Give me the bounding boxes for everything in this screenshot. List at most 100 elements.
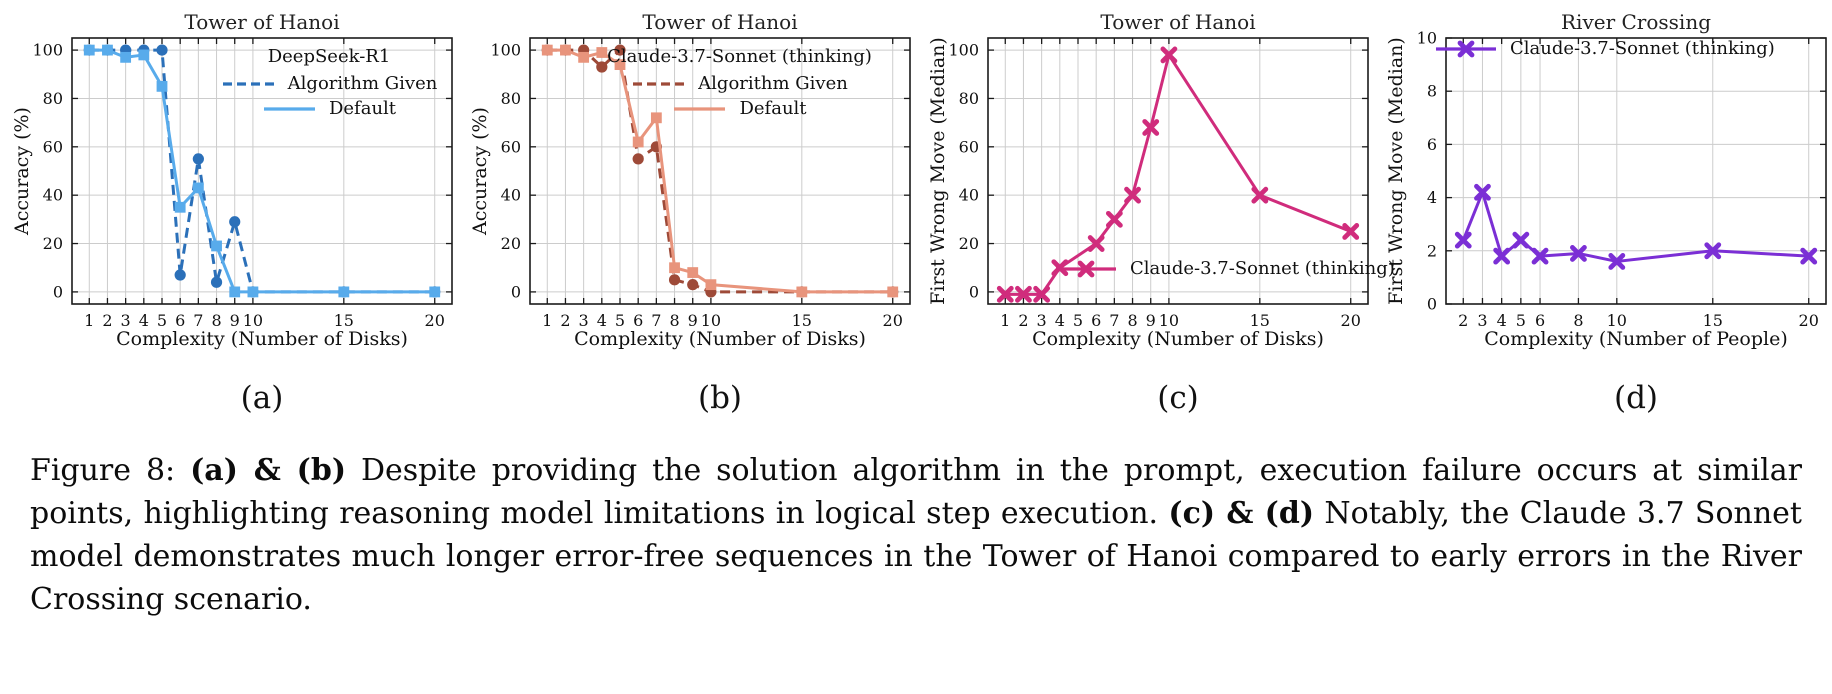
svg-text:1: 1 — [84, 311, 94, 330]
legend-line-sample-x-marker — [1056, 260, 1116, 277]
svg-text:20: 20 — [1341, 311, 1361, 330]
legend-entry: Algorithm Given — [631, 73, 848, 94]
x-axis-label: Complexity (Number of Disks) — [116, 328, 408, 350]
subplot-label-d: (d) — [1613, 380, 1659, 416]
svg-text:15: 15 — [1703, 311, 1723, 330]
svg-text:4: 4 — [1427, 188, 1437, 207]
caption-figure-number: Figure 8: — [30, 453, 191, 488]
svg-text:20: 20 — [43, 234, 63, 253]
svg-text:2: 2 — [1018, 311, 1028, 330]
svg-text:8: 8 — [669, 311, 679, 330]
legend-title: DeepSeek-R1 — [267, 46, 391, 67]
svg-text:1: 1 — [542, 311, 552, 330]
svg-text:7: 7 — [651, 311, 661, 330]
svg-text:4: 4 — [1497, 311, 1507, 330]
svg-text:10: 10 — [1417, 29, 1437, 48]
svg-text:8: 8 — [1573, 311, 1583, 330]
svg-text:4: 4 — [597, 311, 607, 330]
svg-text:6: 6 — [1427, 135, 1437, 154]
svg-text:20: 20 — [1799, 311, 1819, 330]
svg-text:10: 10 — [243, 311, 263, 330]
legend-entry: Algorithm Given — [221, 73, 438, 94]
svg-text:9: 9 — [688, 311, 698, 330]
chart-title: Tower of Hanoi — [642, 10, 798, 34]
plot-area-tower-of-hanoi-deepseek: 1 2 3 4 5 6 7 8 9 10 15 20 0 20 40 60 80 100 — [32, 37, 453, 330]
caption-text-2: Notably, the Claude 3.7 Sonnet model dem… — [30, 495, 1802, 617]
svg-text:20: 20 — [959, 234, 979, 253]
chart-title: River Crossing — [1560, 10, 1712, 34]
svg-text:2: 2 — [1458, 311, 1468, 330]
figure-caption: Figure 8: (a) & (b) Despite providing th… — [30, 450, 1802, 622]
svg-text:100: 100 — [490, 41, 521, 60]
svg-text:0: 0 — [1427, 295, 1437, 314]
legend-line-sample-solid — [263, 106, 315, 111]
figure-charts-row: 1 2 3 4 5 6 7 8 9 10 15 20 0 20 40 60 80 100 Tower of Han… — [0, 6, 1827, 364]
y-axis-label: First Wrong Move (Median) — [927, 37, 949, 305]
subplot-label-c: (c) — [1157, 380, 1199, 416]
subplot-labels-row: (a) (b) (c) (d) — [0, 380, 1832, 416]
svg-text:3: 3 — [1477, 311, 1487, 330]
svg-text:8: 8 — [1127, 311, 1137, 330]
svg-text:80: 80 — [43, 89, 63, 108]
chart-panel-c: 1 2 3 4 5 6 7 8 9 10 15 20 0 20 40 60 80 100 Tower of Han… — [916, 6, 1395, 364]
plot-area-first-wrong-move-hanoi: 1 2 3 4 5 6 7 8 9 10 15 20 0 20 40 60 80 100 — [948, 37, 1369, 330]
svg-text:6: 6 — [175, 311, 185, 330]
svg-text:15: 15 — [334, 311, 354, 330]
legend-entry-label: Algorithm Given — [287, 73, 438, 94]
svg-text:10: 10 — [1607, 311, 1627, 330]
legend-entry: Claude-3.7-Sonnet (thinking) — [1434, 38, 1775, 59]
svg-text:15: 15 — [1250, 311, 1270, 330]
chart-panel-a: 1 2 3 4 5 6 7 8 9 10 15 20 0 20 40 60 80 100 Tower of Han… — [0, 6, 458, 364]
svg-text:40: 40 — [501, 186, 521, 205]
svg-text:100: 100 — [32, 41, 63, 60]
svg-text:20: 20 — [501, 234, 521, 253]
legend-line-sample-solid — [674, 106, 726, 111]
x-axis-label: Complexity (Number of People) — [1484, 328, 1788, 350]
y-axis-label: First Wrong Move (Median) — [1385, 37, 1407, 305]
svg-text:1: 1 — [1000, 311, 1010, 330]
legend-entry: Default — [262, 98, 396, 119]
chart-title: Tower of Hanoi — [1100, 10, 1256, 34]
svg-text:10: 10 — [701, 311, 721, 330]
svg-text:20: 20 — [425, 311, 445, 330]
svg-text:4: 4 — [1055, 311, 1065, 330]
svg-text:20: 20 — [883, 311, 903, 330]
chart-title: Tower of Hanoi — [184, 10, 340, 34]
svg-text:5: 5 — [1516, 311, 1526, 330]
svg-text:7: 7 — [193, 311, 203, 330]
legend-title: Claude-3.7-Sonnet (thinking) — [607, 46, 872, 67]
svg-text:6: 6 — [1535, 311, 1545, 330]
y-axis-label: Accuracy (%) — [469, 107, 491, 235]
legend-line-sample-x-marker — [1436, 40, 1496, 57]
svg-text:10: 10 — [1159, 311, 1179, 330]
svg-text:100: 100 — [948, 41, 979, 60]
svg-text:2: 2 — [560, 311, 570, 330]
svg-text:4: 4 — [139, 311, 149, 330]
legend-entry-label: Algorithm Given — [698, 73, 848, 94]
chart-panel-b: 1 2 3 4 5 6 7 8 9 10 15 20 0 20 40 60 80 100 Tower of Han… — [458, 6, 916, 364]
legend-entry-label: Default — [328, 98, 397, 119]
caption-bold-ab: (a) & (b) — [190, 453, 347, 488]
legend-entry-label: Claude-3.7-Sonnet (thinking) — [1510, 38, 1775, 59]
svg-text:60: 60 — [501, 137, 521, 156]
caption-text-1: Despite providing the solution algorithm… — [30, 453, 1802, 531]
y-axis-label: Accuracy (%) — [11, 107, 33, 235]
svg-text:2: 2 — [1427, 241, 1437, 260]
plot-area-tower-of-hanoi-claude: 1 2 3 4 5 6 7 8 9 10 15 20 0 20 40 60 80 100 — [490, 37, 911, 330]
svg-text:3: 3 — [579, 311, 589, 330]
caption-bold-cd: (c) & (d) — [1168, 495, 1315, 531]
svg-text:3: 3 — [1037, 311, 1047, 330]
legend: Claude-3.7-Sonnet (thinking) Algorithm G… — [567, 46, 912, 119]
svg-text:8: 8 — [1427, 82, 1437, 101]
svg-text:80: 80 — [501, 89, 521, 108]
subplot-label-a: (a) — [240, 380, 284, 416]
svg-text:9: 9 — [230, 311, 240, 330]
svg-text:7: 7 — [1109, 311, 1119, 330]
x-axis-label: Complexity (Number of Disks) — [574, 328, 866, 350]
legend-line-sample-dashed — [633, 81, 685, 86]
svg-text:9: 9 — [1146, 311, 1156, 330]
subplot-label-b: (b) — [697, 380, 743, 416]
svg-text:6: 6 — [1091, 311, 1101, 330]
legend-line-sample-dashed — [222, 81, 274, 86]
